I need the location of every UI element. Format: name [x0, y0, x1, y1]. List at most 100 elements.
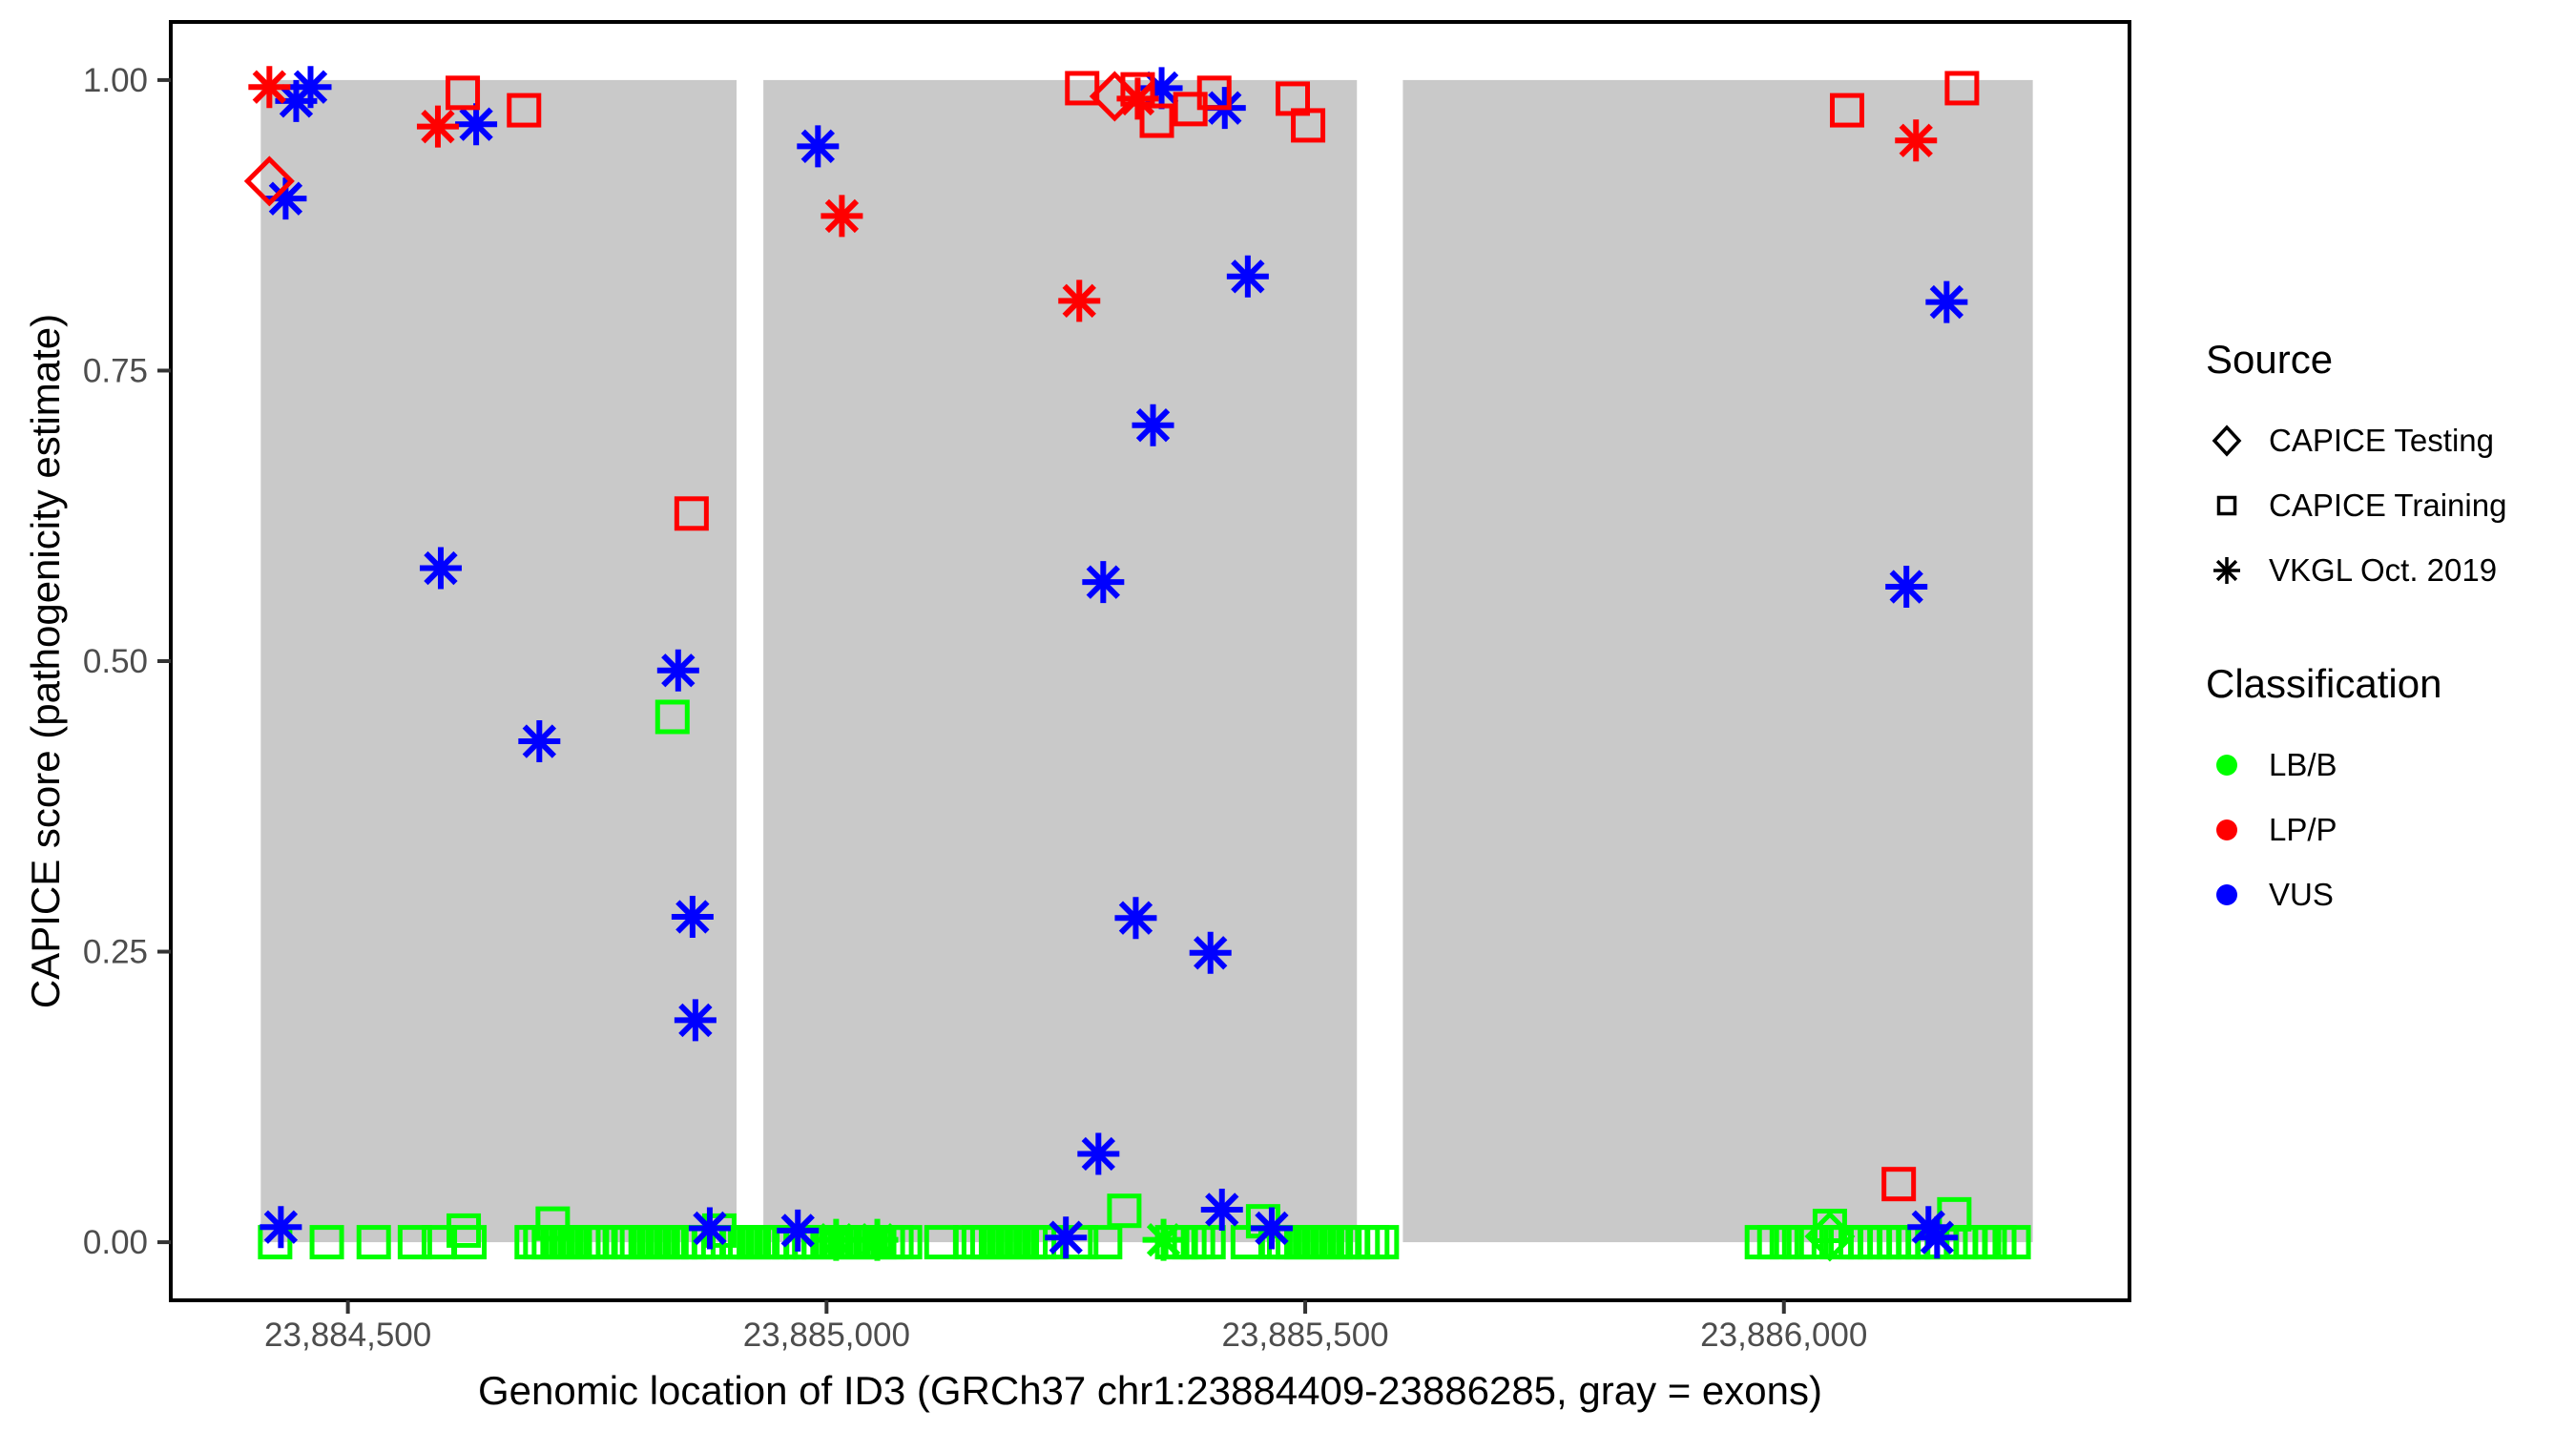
dot-icon	[2216, 884, 2237, 905]
point-asterisk-vus	[1114, 897, 1157, 940]
asterisk-stroke	[1194, 936, 1228, 970]
point-asterisk-vus	[455, 103, 498, 146]
point-asterisk-vus	[1250, 1207, 1293, 1250]
point-asterisk-vus	[289, 66, 332, 109]
square-icon	[2216, 495, 2237, 516]
point-diamond-lpp	[1089, 71, 1140, 122]
point-asterisk-lbb	[815, 1218, 858, 1261]
point-square-lpp	[1196, 75, 1232, 111]
x-axis-title: Genomic location of ID3 (GRCh37 chr1:238…	[477, 1368, 1822, 1413]
y-axis-title: CAPICE score (pathogenicity estimate)	[23, 313, 68, 1009]
point-asterisk-vus	[777, 1209, 820, 1252]
asterisk-stroke	[459, 107, 493, 141]
legend-source-title: Source	[2206, 337, 2334, 382]
point-diamond-lpp	[243, 156, 295, 207]
point-square-lpp	[1829, 93, 1864, 128]
asterisk-stroke	[1889, 570, 1923, 604]
point-asterisk-vus	[1077, 1132, 1120, 1175]
y-tick-label: 0.00	[83, 1224, 148, 1261]
asterisk-stroke	[1899, 123, 1933, 157]
point-asterisk-vus	[1916, 1216, 1959, 1259]
diamond-icon	[2212, 425, 2242, 457]
point-asterisk-lpp	[248, 66, 291, 109]
point-asterisk-lpp	[416, 105, 459, 148]
asterisk-stroke	[661, 653, 696, 688]
y-tick-label: 1.00	[83, 62, 148, 99]
y-tick-label: 0.75	[83, 352, 148, 389]
dot-icon	[2216, 819, 2237, 840]
asterisk-stroke	[268, 181, 303, 216]
point-asterisk-vus	[1226, 255, 1269, 298]
legend-gap	[2206, 603, 2506, 660]
x-tick-label: 23,884,500	[264, 1317, 431, 1354]
point-asterisk-vus	[1132, 404, 1174, 446]
legend-item-vkgl: VKGL Oct. 2019	[2206, 538, 2506, 603]
point-asterisk-lpp	[821, 195, 863, 238]
point-square-lpp	[507, 93, 542, 128]
asterisk-stroke	[1081, 1136, 1115, 1172]
legend-item-label: VKGL Oct. 2019	[2269, 552, 2498, 588]
point-square-lpp	[1944, 71, 1980, 106]
asterisk-stroke	[263, 1210, 299, 1244]
exon-rect	[763, 79, 1358, 1243]
asterisk-stroke	[693, 1211, 727, 1246]
point-asterisk-vus	[260, 1206, 302, 1249]
x-tick-label: 23,886,000	[1700, 1317, 1867, 1354]
point-asterisk-vus	[674, 999, 717, 1042]
asterisk-stroke	[522, 724, 556, 758]
point-asterisk-vus	[1045, 1216, 1088, 1259]
point-asterisk-vus	[797, 125, 840, 168]
asterisk-stroke	[1231, 259, 1265, 294]
asterisk-stroke	[1118, 901, 1153, 935]
point-asterisk-vus	[1925, 280, 1968, 323]
point-asterisk-vus	[688, 1207, 731, 1250]
asterisk-stroke	[1146, 1222, 1181, 1257]
legend-classification-title: Classification	[2206, 661, 2442, 706]
legend-item-label: LP/P	[2269, 812, 2337, 847]
legend-item-label: CAPICE Training	[2269, 487, 2507, 523]
point-square-lbb	[1355, 1225, 1390, 1260]
asterisk-stroke	[424, 550, 458, 586]
asterisk-icon	[2213, 557, 2240, 584]
legend-item-vus: VUS	[2206, 862, 2506, 927]
legend-item-capice-training: CAPICE Training	[2206, 473, 2506, 538]
point-square-lpp	[1291, 108, 1326, 143]
exon-rect	[260, 79, 737, 1243]
point-square-lbb	[397, 1225, 432, 1260]
legend-classification-group: Classification LB/B LP/P VUS	[2206, 660, 2506, 927]
asterisk-stroke	[252, 70, 287, 104]
point-square-lbb	[1364, 1225, 1400, 1260]
legend: Source CAPICE Testing CAPICE Training	[2206, 336, 2506, 927]
point-square-lpp	[446, 75, 481, 111]
legend-item-lbb: LB/B	[2206, 733, 2506, 798]
exon-rect	[1402, 79, 2033, 1243]
point-asterisk-vus	[1885, 566, 1928, 609]
point-asterisk-lpp	[1895, 119, 1938, 162]
point-square-lbb	[447, 1213, 482, 1248]
point-square-lbb	[1088, 1225, 1123, 1260]
asterisk-stroke	[824, 198, 860, 234]
point-asterisk-lbb	[856, 1218, 899, 1261]
point-square-lbb	[1996, 1225, 2031, 1260]
legend-item-lpp: LP/P	[2206, 798, 2506, 862]
point-square-lbb	[452, 1225, 488, 1260]
point-square-lpp	[1065, 71, 1100, 106]
point-asterisk-vus	[656, 649, 699, 692]
point-square-lbb	[309, 1225, 344, 1260]
dot-icon	[2216, 755, 2237, 776]
point-square-lpp	[674, 496, 709, 531]
point-asterisk-vus	[1189, 931, 1232, 974]
point-asterisk-lbb	[1142, 1218, 1185, 1261]
point-square-lbb	[356, 1225, 391, 1260]
point-asterisk-vus	[1082, 561, 1125, 604]
asterisk-stroke	[675, 900, 710, 934]
asterisk-stroke	[678, 1003, 713, 1038]
asterisk-stroke	[1049, 1220, 1083, 1255]
point-square-lpp	[1139, 103, 1174, 138]
asterisk-stroke	[1086, 565, 1121, 599]
asterisk-stroke	[421, 109, 455, 144]
legend-item-label: VUS	[2269, 877, 2334, 912]
asterisk-stroke	[1255, 1211, 1289, 1246]
